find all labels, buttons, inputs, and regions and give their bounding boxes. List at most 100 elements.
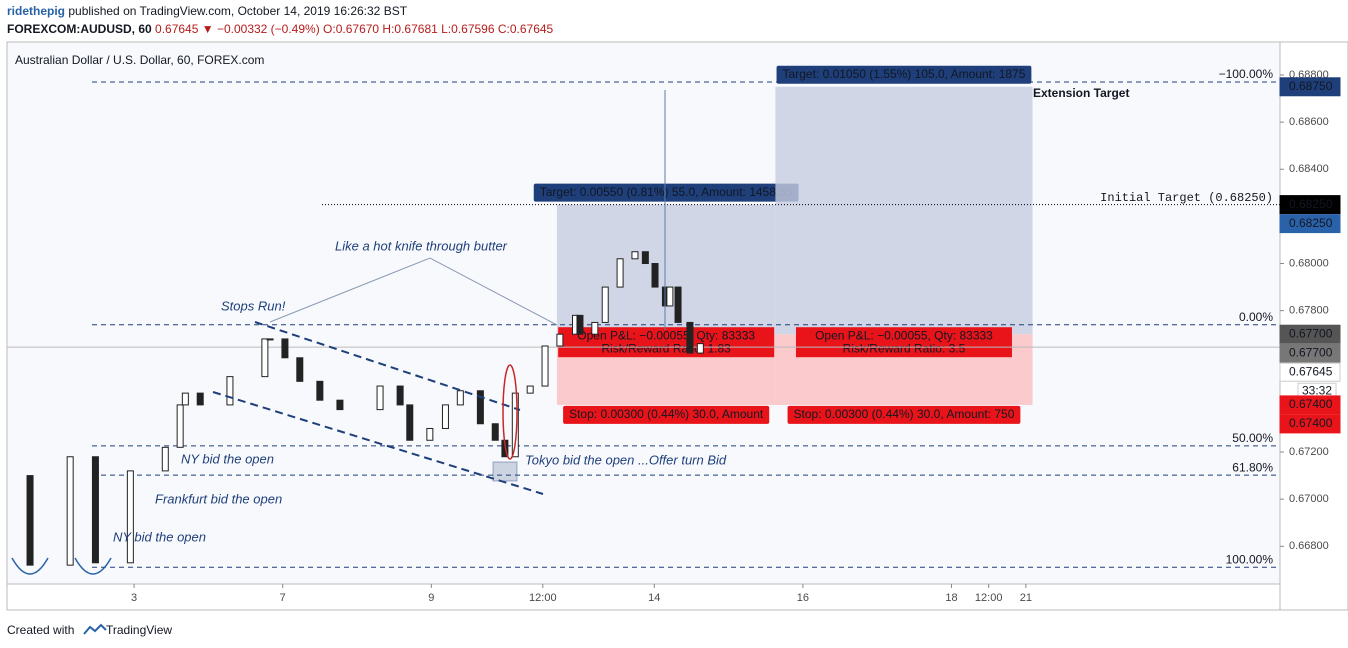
- candle: [161, 446, 169, 472]
- arc: [11, 557, 49, 575]
- candle: [651, 263, 659, 288]
- candle: [181, 392, 189, 406]
- price-badge: [1279, 343, 1341, 363]
- candle: [616, 258, 624, 288]
- target-label-bg: [776, 65, 1032, 84]
- footer-brand: TradingView: [106, 623, 172, 637]
- rr-label: Risk/Reward Ratio: 3.5: [843, 341, 966, 355]
- x-tick-label: 16: [797, 592, 809, 604]
- initial-target-label: Initial Target (0.68250): [1100, 191, 1273, 205]
- x-tick-label: 3: [131, 592, 137, 604]
- channel-line: [254, 321, 521, 411]
- annotation: Stops Run!: [221, 298, 286, 313]
- target-zone: [556, 204, 776, 335]
- target-label-bg: [533, 183, 799, 202]
- candle: [406, 404, 414, 441]
- price-badge-label: 0.67400: [1289, 416, 1333, 430]
- candle: [631, 251, 639, 260]
- highlight: [492, 461, 518, 482]
- price-badge-label: 0.68250: [1289, 216, 1333, 230]
- annotation: NY bid the open: [113, 529, 206, 544]
- y-tick-label: 0.68000: [1289, 257, 1329, 269]
- level-label: 61.80%: [1232, 460, 1273, 474]
- callout: [269, 257, 558, 326]
- quote: 0.67645 ▼ −0.00332 (−0.49%): [155, 22, 320, 36]
- candle: [591, 321, 599, 335]
- candle: [541, 345, 549, 387]
- candle: [641, 251, 649, 265]
- level-label: 50.00%: [1232, 431, 1273, 445]
- price-badge-label: 0.68750: [1289, 79, 1333, 93]
- header-line: ridethepig published on TradingView.com,…: [7, 4, 408, 18]
- pl-label: Open P&L: −0.00055, Qty: 83333: [577, 328, 755, 342]
- ohlc: O:0.67670 H:0.67681 L:0.67596 C:0.67645: [323, 22, 554, 36]
- annotation: Like a hot knife through butter: [335, 238, 508, 253]
- candle: [511, 392, 519, 458]
- price-badge: [1279, 414, 1341, 434]
- x-tick-label: 7: [280, 592, 286, 604]
- candle: [266, 338, 274, 341]
- x-tick-label: 9: [428, 592, 434, 604]
- candle: [26, 475, 34, 566]
- y-tick-label: 0.67200: [1289, 446, 1329, 458]
- candle: [336, 399, 344, 411]
- target-zone: [775, 86, 1033, 335]
- chart-layer: Target: 0.00550 (0.81%) 55.0, Amount: 14…: [7, 65, 1341, 604]
- pl-label: Open P&L: −0.00055, Qty: 83333: [815, 328, 993, 342]
- candle: [176, 404, 184, 448]
- quote-line: FOREXCOM:AUDUSD, 60 0.67645 ▼ −0.00332 (…: [7, 22, 554, 36]
- candle: [696, 343, 704, 354]
- candle: [441, 404, 449, 429]
- countdown: 33:32: [1302, 383, 1332, 397]
- stop-label: Stop: 0.00300 (0.44%) 30.0, Amount: 750: [794, 407, 1015, 421]
- y-tick-label: 0.67000: [1289, 493, 1329, 505]
- candle: [66, 456, 74, 566]
- candle: [376, 385, 384, 411]
- candle: [576, 314, 584, 335]
- arc: [74, 557, 112, 575]
- brand-logo: [83, 623, 107, 635]
- candle: [91, 456, 99, 564]
- author: ridethepig: [7, 4, 65, 18]
- candle: [456, 390, 464, 406]
- candle: [686, 321, 694, 354]
- price-badge: [1279, 324, 1341, 344]
- candle: [556, 333, 564, 347]
- candle: [476, 390, 484, 425]
- price-badge-label: 0.68250: [1289, 197, 1333, 211]
- stop-label-bg: [787, 405, 1021, 424]
- candle: [674, 286, 682, 323]
- level-label: 100.00%: [1226, 552, 1274, 566]
- candle: [666, 286, 674, 307]
- candle: [196, 392, 204, 406]
- candle: [261, 338, 269, 378]
- candle: [601, 286, 609, 323]
- candle: [396, 385, 404, 406]
- highlight: [502, 364, 518, 460]
- x-tick-label: 14: [648, 592, 660, 604]
- price-badge: [1279, 77, 1341, 97]
- candle: [126, 470, 134, 564]
- stop-label: Stop: 0.00300 (0.44%) 30.0, Amount: [569, 407, 764, 421]
- candle: [296, 357, 304, 382]
- y-tick-label: 0.68400: [1289, 163, 1329, 175]
- x-tick-label: 18: [945, 592, 957, 604]
- candle: [526, 385, 534, 394]
- pl-bg: [795, 327, 1012, 358]
- price-badge-label: 0.67400: [1289, 397, 1333, 411]
- price-badge: [1279, 362, 1341, 382]
- annotation: Frankfurt bid the open: [155, 491, 282, 506]
- price-badge-label: 0.67700: [1289, 345, 1333, 359]
- annotation: NY bid the open: [181, 451, 274, 466]
- candle: [316, 380, 324, 401]
- price-badge-label: 0.67645: [1289, 364, 1333, 378]
- x-tick-label: 21: [1020, 592, 1032, 604]
- candle: [226, 376, 234, 406]
- frame: [6, 41, 1348, 611]
- target-label: Target: 0.00550 (0.81%) 55.0, Amount: 14…: [540, 185, 793, 199]
- x-tick-label: 12:00: [529, 592, 557, 604]
- chart-title: Australian Dollar / U.S. Dollar, 60, FOR…: [15, 53, 264, 67]
- stop-label-bg: [563, 405, 770, 424]
